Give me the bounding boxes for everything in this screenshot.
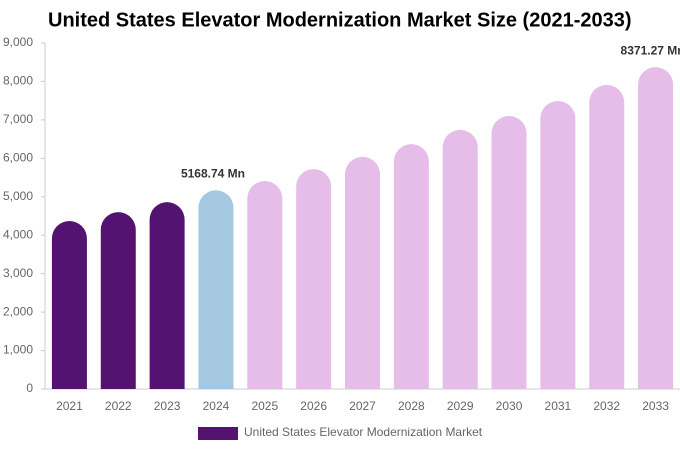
data-label: 5168.74 Mn [181, 166, 245, 180]
y-tick-label: 5,000 [3, 189, 33, 203]
x-tick-label: 2022 [105, 399, 132, 413]
y-tick-label: 7,000 [3, 112, 33, 126]
x-tick-label: 2021 [56, 399, 83, 413]
x-tick-label: 2031 [545, 399, 572, 413]
x-tick-label: 2033 [642, 399, 669, 413]
x-tick-label: 2023 [154, 399, 181, 413]
bar [491, 116, 527, 389]
bar [393, 144, 429, 389]
chart-title: United States Elevator Modernization Mar… [48, 9, 632, 31]
x-tick-label: 2028 [398, 399, 425, 413]
x-tick-label: 2026 [300, 399, 327, 413]
legend-label: United States Elevator Modernization Mar… [244, 425, 483, 439]
y-tick-label: 1,000 [3, 343, 33, 357]
x-tick-label: 2024 [203, 399, 230, 413]
bar [51, 221, 87, 389]
bar [442, 129, 478, 389]
y-tick-label: 2,000 [3, 304, 33, 318]
x-tick-label: 2029 [447, 399, 474, 413]
y-tick-label: 9,000 [3, 35, 33, 49]
data-label: 8371.27 Mn [621, 43, 680, 57]
x-tick-label: 2030 [496, 399, 523, 413]
bar [638, 67, 674, 389]
bar [296, 169, 332, 389]
bar [589, 84, 625, 389]
legend-swatch [198, 427, 238, 440]
y-tick-label: 3,000 [3, 266, 33, 280]
x-tick-label: 2027 [349, 399, 376, 413]
y-tick-label: 4,000 [3, 227, 33, 241]
x-tick-label: 2025 [251, 399, 278, 413]
bar [198, 190, 234, 389]
y-tick-label: 6,000 [3, 151, 33, 165]
bar [247, 181, 283, 389]
bar [149, 202, 185, 389]
y-tick-label: 8,000 [3, 74, 33, 88]
y-tick-label: 0 [26, 381, 33, 395]
bar [345, 156, 380, 389]
x-tick-label: 2032 [593, 399, 620, 413]
bar [540, 101, 576, 389]
bar [100, 212, 136, 389]
